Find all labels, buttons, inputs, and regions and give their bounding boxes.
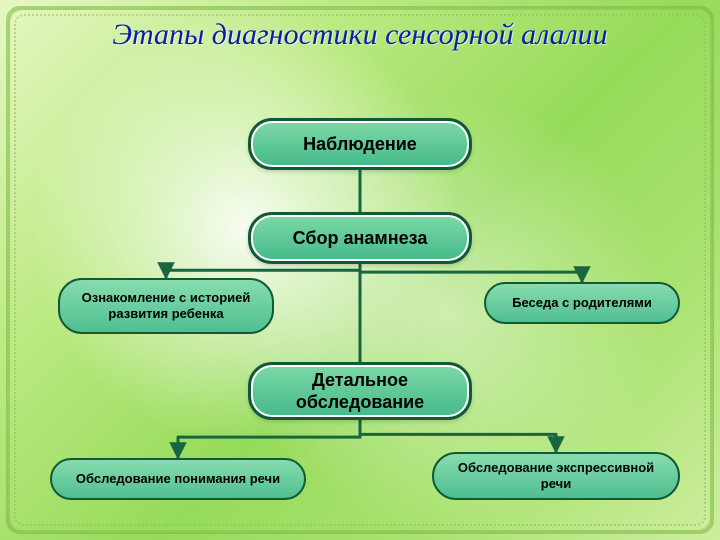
connector	[178, 420, 360, 458]
connector	[360, 420, 556, 452]
node-label: Беседа с родителями	[512, 295, 652, 311]
node-history-review: Ознакомление с историей развития ребенка	[58, 278, 274, 334]
slide-title: Этапы диагностики сенсорной алалии	[0, 18, 720, 52]
connector	[360, 264, 582, 282]
node-label: Ознакомление с историей развития ребенка	[70, 290, 262, 323]
node-label: Сбор анамнеза	[293, 227, 428, 250]
node-label: Детальное обследование	[261, 369, 459, 414]
node-comprehension-exam: Обследование понимания речи	[50, 458, 306, 500]
node-label: Обследование понимания речи	[76, 471, 280, 487]
node-anamnesis: Сбор анамнеза	[248, 212, 472, 264]
stage: Этапы диагностики сенсорной алалии Наблю…	[0, 0, 720, 540]
node-observation: Наблюдение	[248, 118, 472, 170]
connector	[166, 264, 360, 278]
node-parent-interview: Беседа с родителями	[484, 282, 680, 324]
node-detailed-exam: Детальное обследование	[248, 362, 472, 420]
node-label: Обследование экспрессивной речи	[444, 460, 668, 493]
node-label: Наблюдение	[303, 133, 417, 156]
node-expressive-exam: Обследование экспрессивной речи	[432, 452, 680, 500]
